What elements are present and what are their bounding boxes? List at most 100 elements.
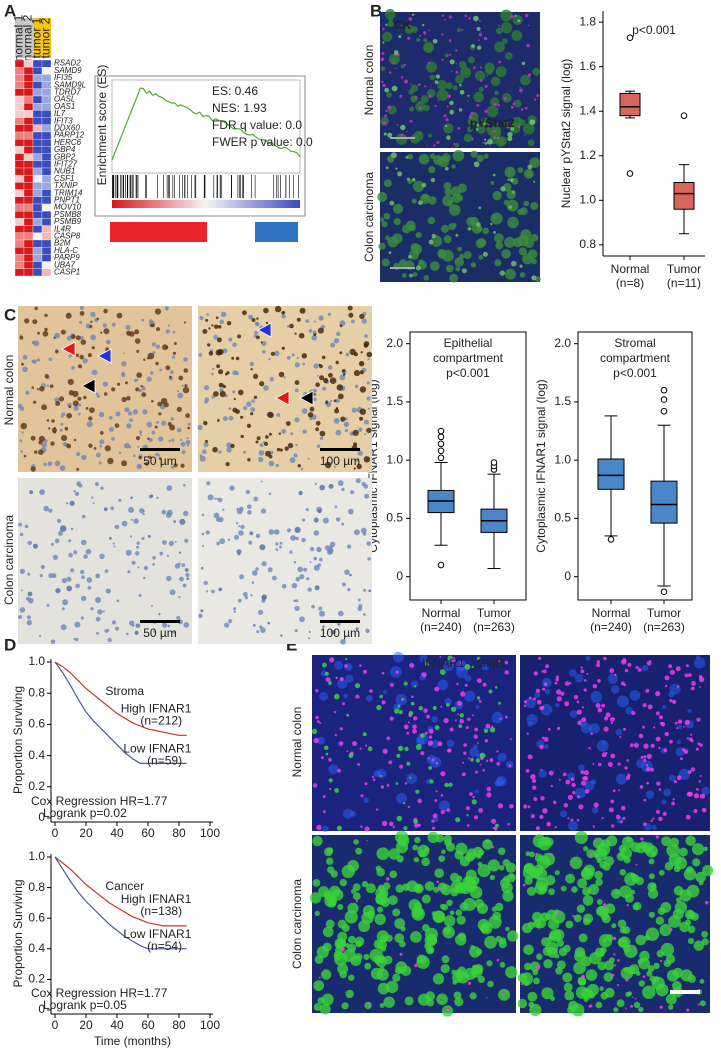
micrograph-texture bbox=[375, 956, 387, 968]
micrograph-texture bbox=[82, 358, 88, 364]
micrograph-texture bbox=[459, 713, 464, 718]
micrograph-texture bbox=[554, 870, 560, 876]
micrograph-texture bbox=[560, 885, 567, 892]
heatmap-cell bbox=[23, 139, 34, 147]
heatmap-cell bbox=[32, 211, 43, 219]
micrograph-texture bbox=[95, 573, 101, 579]
micrograph-texture bbox=[281, 583, 287, 589]
micrograph-texture bbox=[332, 889, 344, 901]
micrograph-texture bbox=[588, 747, 591, 750]
micrograph-texture bbox=[41, 442, 47, 448]
micrograph-texture bbox=[699, 793, 706, 799]
micrograph-texture bbox=[451, 969, 457, 975]
micrograph-texture bbox=[510, 15, 514, 19]
stat-text: Cox Regression HR=1.77 bbox=[31, 986, 168, 1000]
micrograph-texture bbox=[87, 353, 92, 358]
micrograph-texture bbox=[32, 543, 38, 549]
micrograph-texture bbox=[478, 254, 484, 260]
micrograph-texture bbox=[617, 762, 621, 766]
micrograph-texture bbox=[102, 610, 105, 613]
micrograph-texture bbox=[596, 663, 600, 668]
micrograph-texture bbox=[380, 57, 385, 62]
micrograph-texture bbox=[556, 689, 562, 695]
micrograph-texture bbox=[19, 334, 23, 337]
gene-label: HLA-C bbox=[54, 246, 78, 255]
micrograph-texture bbox=[696, 717, 701, 722]
x-tick-label: (n=240) bbox=[420, 620, 462, 634]
micrograph-texture bbox=[240, 524, 245, 530]
micrograph-texture bbox=[647, 882, 657, 892]
micrograph-texture bbox=[112, 542, 115, 545]
micrograph-texture bbox=[427, 216, 436, 225]
micrograph-texture bbox=[510, 105, 514, 109]
micrograph-texture bbox=[603, 972, 614, 982]
micrograph-texture bbox=[409, 662, 415, 668]
micrograph-texture bbox=[301, 408, 308, 414]
micrograph-texture bbox=[199, 316, 204, 321]
micrograph-texture bbox=[486, 997, 488, 999]
micrograph-texture bbox=[519, 88, 523, 93]
micrograph-texture bbox=[330, 630, 335, 635]
micrograph-texture bbox=[687, 770, 692, 774]
micrograph-texture bbox=[376, 906, 384, 913]
micrograph-texture bbox=[78, 403, 82, 407]
micrograph-texture bbox=[200, 609, 204, 613]
micrograph-texture bbox=[319, 1003, 331, 1015]
micrograph-texture bbox=[275, 548, 279, 551]
micrograph-texture bbox=[346, 714, 350, 717]
micrograph-texture bbox=[568, 669, 577, 677]
micrograph-texture bbox=[218, 516, 224, 523]
micrograph-texture bbox=[381, 820, 388, 827]
micrograph-texture bbox=[363, 669, 367, 674]
micrograph-texture bbox=[402, 883, 410, 891]
heatmap-cell bbox=[23, 110, 34, 118]
micrograph-texture bbox=[68, 405, 72, 409]
micrograph-texture bbox=[345, 658, 348, 661]
micrograph-texture bbox=[312, 835, 323, 847]
micrograph-texture bbox=[59, 465, 66, 471]
micrograph-texture bbox=[429, 153, 436, 159]
micrograph-texture bbox=[480, 70, 482, 73]
micrograph-texture bbox=[545, 941, 559, 955]
legend-label: Low IFNAR1 bbox=[123, 927, 191, 941]
micrograph-texture bbox=[677, 724, 683, 729]
micrograph-texture bbox=[624, 893, 635, 903]
micrograph-texture bbox=[293, 453, 298, 458]
micrograph-texture bbox=[401, 698, 404, 701]
micrograph-texture bbox=[574, 787, 586, 799]
micrograph-texture bbox=[256, 335, 260, 340]
micrograph-texture bbox=[430, 235, 443, 247]
micrograph-texture bbox=[640, 837, 644, 841]
heatmap-cell bbox=[41, 261, 52, 269]
micrograph-texture bbox=[409, 106, 415, 112]
heatmap-cell bbox=[32, 261, 43, 269]
micrograph-texture bbox=[212, 367, 215, 371]
micrograph-texture bbox=[382, 31, 393, 42]
micrograph-texture bbox=[251, 581, 255, 584]
micrograph-texture bbox=[318, 363, 321, 367]
micrograph-texture bbox=[316, 824, 322, 831]
micrograph-texture bbox=[269, 376, 275, 382]
micrograph-texture bbox=[527, 164, 533, 170]
micrograph-texture bbox=[165, 329, 170, 334]
micrograph-texture bbox=[539, 706, 544, 711]
micrograph-texture bbox=[228, 619, 233, 624]
heatmap-cell bbox=[32, 225, 43, 233]
micrograph-texture bbox=[357, 598, 361, 602]
outlier bbox=[437, 447, 445, 455]
micrograph-texture bbox=[465, 869, 477, 881]
micrograph-texture bbox=[359, 416, 364, 421]
micrograph-texture bbox=[476, 104, 480, 107]
micrograph-texture bbox=[430, 756, 442, 768]
micrograph-texture bbox=[219, 391, 226, 398]
micrograph-texture bbox=[412, 724, 417, 730]
micrograph-texture bbox=[222, 416, 228, 422]
micrograph-texture bbox=[486, 792, 492, 798]
micrograph-texture bbox=[454, 997, 464, 1007]
micrograph-texture bbox=[659, 1005, 663, 1009]
micrograph-texture bbox=[68, 354, 72, 358]
micrograph-texture bbox=[294, 332, 297, 335]
micrograph-texture bbox=[255, 440, 259, 444]
micrograph-texture bbox=[181, 450, 186, 455]
micrograph-texture bbox=[218, 369, 224, 375]
